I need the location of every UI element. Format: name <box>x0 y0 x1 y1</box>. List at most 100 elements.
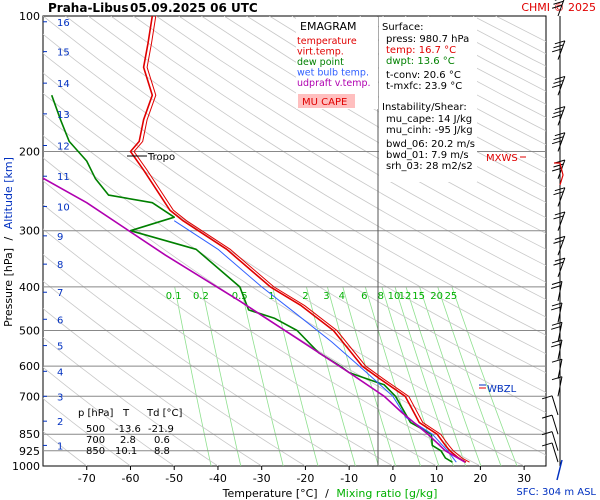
mixing-ratio-label: 25 <box>445 291 458 302</box>
altitude-tick-label: 5 <box>57 342 63 353</box>
table-cell: -13.6 <box>115 424 141 435</box>
y-axis-label-altitude: Altitude [km] <box>2 157 15 229</box>
dry-adiabat-line <box>155 16 546 250</box>
sfc-label: SFC: 304 m ASL <box>516 487 596 498</box>
wind-barb-flag <box>551 376 563 381</box>
x-tick-label: -70 <box>78 472 96 485</box>
tropopause-label: Tropo <box>147 152 175 163</box>
mixing-ratio-label: 2 <box>302 291 308 302</box>
wind-barb <box>541 431 559 451</box>
altitude-tick-label: 6 <box>57 315 63 326</box>
y-axis-label-separator: / <box>2 236 15 240</box>
wind-barb-staff <box>557 236 566 256</box>
x-tick-label: -20 <box>296 472 314 485</box>
wind-barb <box>551 106 566 126</box>
altitude-tick-label: 2 <box>57 417 63 428</box>
wind-barb <box>553 211 566 231</box>
wind-barb <box>551 358 563 379</box>
dry-adiabat-line <box>65 16 546 318</box>
wind-barb <box>551 302 563 323</box>
wind-barb-flag <box>554 211 566 216</box>
dry-adiabat-line <box>223 16 546 203</box>
mixing-ratio-label: 3 <box>323 291 329 302</box>
wind-barb-staff <box>557 106 566 126</box>
wind-barb-flag <box>553 239 564 244</box>
x-tick-label: -30 <box>253 472 271 485</box>
wind-barb <box>553 257 566 278</box>
wind-barb <box>551 321 563 343</box>
wind-barb-flag <box>553 163 564 168</box>
wind-barb <box>541 395 559 416</box>
wind-barb-staff <box>551 414 559 435</box>
mixing-ratio-label: 15 <box>412 291 425 302</box>
wind-barb-flag <box>554 40 566 45</box>
wind-barb <box>551 376 563 397</box>
surface-heading: Surface: <box>382 22 423 33</box>
x-tick-label: 10 <box>430 472 444 485</box>
wind-barb-staff <box>551 431 559 451</box>
legend-box <box>296 17 378 109</box>
isobars <box>43 150 546 452</box>
table-cell: 850 <box>86 446 105 457</box>
wind-barb-flag <box>553 44 564 49</box>
table-cell: 500 <box>86 424 105 435</box>
dry-adiabat-line <box>110 16 546 283</box>
table-cell: 0.6 <box>154 435 170 446</box>
altitude-tick-label: 13 <box>57 110 70 121</box>
dry-adiabat-line <box>201 16 546 219</box>
dry-adiabat-line <box>178 16 546 234</box>
wind-barb-flag <box>551 167 563 172</box>
wind-barb-staff <box>557 376 563 397</box>
wind-barb-staff <box>557 257 566 278</box>
wind-barb-flag <box>551 325 562 330</box>
wind-barb-staff <box>551 395 559 416</box>
wind-barb-staff <box>557 132 566 152</box>
wind-barb-flag <box>551 4 563 9</box>
wind-barb-flag <box>553 136 564 141</box>
pressure-tick-label: 200 <box>19 145 40 158</box>
pressure-tick-label: 300 <box>19 225 40 238</box>
wind-barb-flag <box>551 140 563 145</box>
wind-barb-flag <box>551 339 563 344</box>
mixing-ratio-label: 10 <box>388 291 401 302</box>
mu-cape-label: MU CAPE <box>302 97 347 108</box>
wind-barb-flag <box>551 302 563 307</box>
mixing-ratio-label: 0.5 <box>232 291 248 302</box>
mixing-ratio-label: 1 <box>268 291 274 302</box>
table-cell: 8.8 <box>154 446 170 457</box>
x-axis-label-mixing: Mixing ratio [g/kg] <box>336 487 437 500</box>
wind-barb-flag <box>551 48 563 53</box>
pressure-tick-label: 925 <box>19 445 40 458</box>
pressure-tick-label: 1000 <box>12 460 40 473</box>
wind-barb-flag <box>541 395 553 400</box>
surface-panel: Surface: press: 980.7 hPa temp: 16.7 °C … <box>382 22 469 92</box>
altitude-tick-label: 12 <box>57 142 70 153</box>
wind-barb-flag <box>551 114 563 119</box>
instability-panel: Instability/Shear: mu_cape: 14 J/kg mu_c… <box>382 102 475 172</box>
pressure-tick-label: 400 <box>19 281 40 294</box>
wind-barb-staff <box>557 322 563 343</box>
wind-barb-staff <box>557 359 563 379</box>
mixing-ratio-label: 4 <box>339 291 345 302</box>
wind-barb-flag <box>541 414 553 419</box>
wind-barb <box>541 442 559 463</box>
mixing-ratio-label: 8 <box>378 291 384 302</box>
pressure-tick-label: 700 <box>19 390 40 403</box>
wind-barbs <box>541 0 566 463</box>
x-axis-label-separator: / <box>325 487 329 500</box>
series-wet-bulb-temp <box>173 220 457 463</box>
mu-cinh-value: mu_cinh: -95 J/kg <box>386 125 473 136</box>
bwd-06-value: bwd_06: 20.2 m/s <box>386 139 475 150</box>
x-tick-label: -50 <box>165 472 183 485</box>
wind-barb-flag <box>554 257 566 262</box>
wind-barb-staff <box>557 40 566 60</box>
stats-box <box>379 17 477 182</box>
table-cell: 700 <box>86 435 105 446</box>
dry-adiabat-line <box>43 16 546 336</box>
wind-barb-flag <box>551 343 562 348</box>
wind-barb <box>551 339 563 360</box>
altitude-tick-label: 1 <box>57 441 63 452</box>
surface-dwpt: dwpt: 13.6 °C <box>386 56 455 67</box>
